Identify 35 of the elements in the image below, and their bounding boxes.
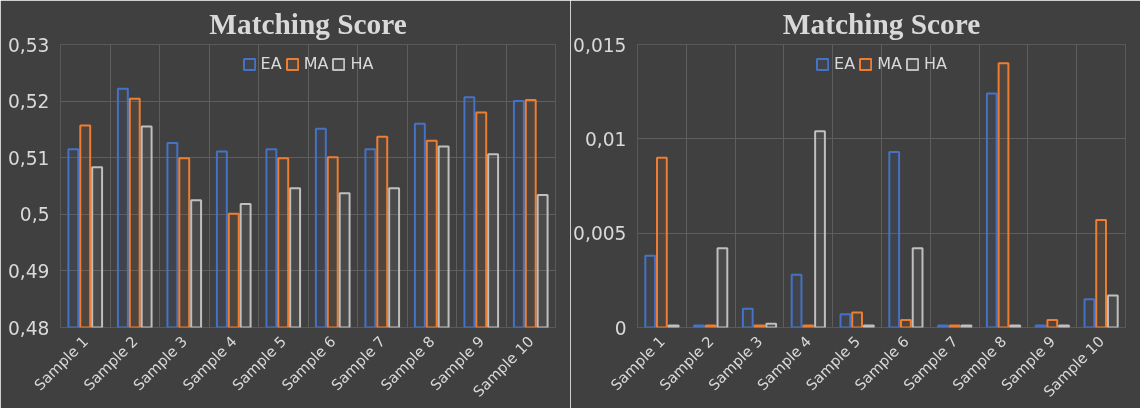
chart-title: Matching Score xyxy=(209,7,407,40)
y-tick-label: 0,015 xyxy=(573,34,627,56)
legend-label: EA xyxy=(260,54,282,73)
legend-label: MA xyxy=(877,54,902,73)
legend-label: EA xyxy=(834,54,856,73)
bar xyxy=(851,311,863,328)
chart-title: Matching Score xyxy=(782,7,981,40)
bar xyxy=(900,318,912,328)
y-tick-label: 0,51 xyxy=(7,147,50,169)
bar xyxy=(888,151,901,328)
bar xyxy=(741,307,754,328)
bar xyxy=(911,247,924,328)
bar xyxy=(656,156,668,328)
bar xyxy=(644,254,657,328)
y-tick-label: 0,49 xyxy=(7,260,50,282)
bar xyxy=(997,62,1010,328)
bar xyxy=(716,247,729,328)
legend-label: HA xyxy=(350,54,374,73)
y-tick-label: 0,01 xyxy=(584,128,627,150)
y-tick-label: 0 xyxy=(614,317,627,339)
bar xyxy=(1083,298,1096,328)
y-tick-label: 0,005 xyxy=(573,223,627,245)
bar xyxy=(839,313,852,328)
legend-label: MA xyxy=(303,54,329,73)
y-tick-label: 0,5 xyxy=(19,204,50,226)
bar xyxy=(1106,294,1119,328)
bar xyxy=(814,130,826,328)
legend-label: HA xyxy=(923,54,947,73)
y-tick-label: 0,53 xyxy=(7,34,50,56)
bar xyxy=(790,273,803,328)
y-tick-label: 0,52 xyxy=(7,91,50,113)
bar xyxy=(1046,318,1059,328)
bar xyxy=(1095,218,1107,328)
y-tick-label: 0,48 xyxy=(7,317,50,339)
bar xyxy=(985,92,998,328)
